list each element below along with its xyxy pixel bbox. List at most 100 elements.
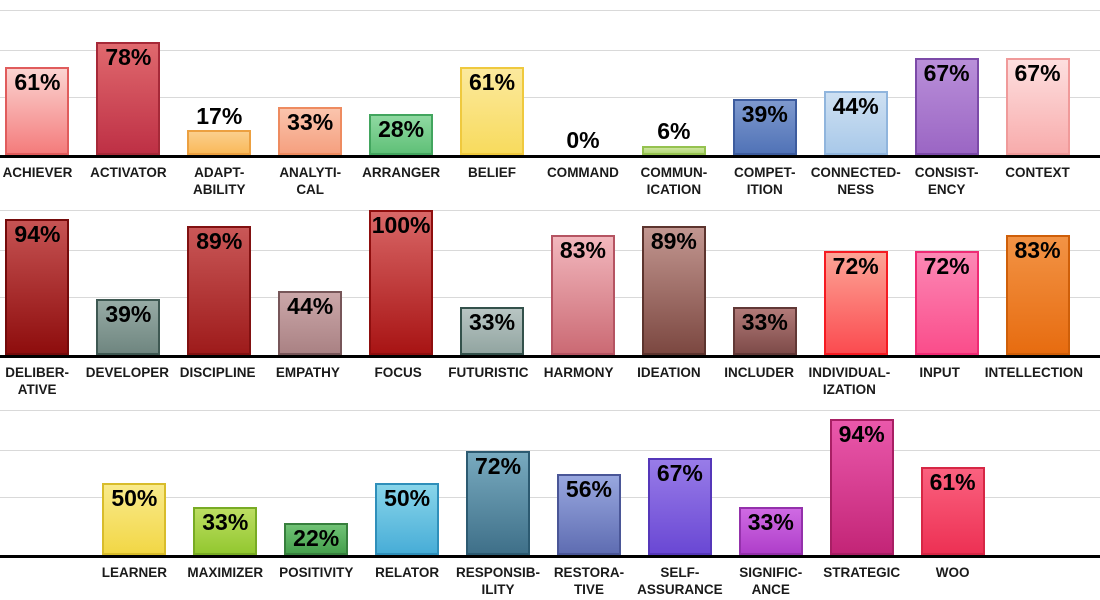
category-labels-3: LEARNER MAXIMIZER POSITIVITY RELATOR RESPONS… bbox=[0, 558, 1089, 599]
bar-slot: 33% bbox=[265, 10, 356, 155]
category-label-activator: ACTIVATOR bbox=[83, 165, 174, 199]
bar-individualization: 72% bbox=[823, 250, 888, 355]
bar-value-label: 50% bbox=[384, 484, 431, 511]
bar-slot: 44% bbox=[810, 10, 901, 155]
category-label-context: CONTEXT bbox=[992, 165, 1083, 199]
category-label-woo: WOO bbox=[907, 565, 998, 599]
bar-slot: 89% bbox=[174, 210, 265, 355]
category-label-maximizer: MAXIMIZER bbox=[180, 565, 271, 599]
bar-slot: 100% bbox=[356, 210, 447, 355]
chart-row-3: 50% 33% 22% 50% 72% 56% 67% 33% 94% 61% LEARNER MA… bbox=[0, 410, 1100, 599]
bar-value-label: 17% bbox=[196, 102, 243, 129]
gridline bbox=[0, 297, 1100, 298]
bar-competition: 39% bbox=[732, 98, 797, 155]
bar-discipline: 89% bbox=[187, 226, 252, 355]
bar-value-label: 33% bbox=[202, 509, 249, 536]
chart-row-2: 94% 39% 89% 44% 100% 33% 83% 89% 33% 72% 72% 83% DE… bbox=[0, 210, 1100, 399]
category-label-line: HARMONY bbox=[543, 365, 614, 380]
category-label-line: ANALYTI- bbox=[279, 165, 342, 180]
bar-slot: 39% bbox=[719, 10, 810, 155]
bar-value-label: 33% bbox=[469, 309, 516, 336]
bar-futuristic: 33% bbox=[460, 307, 525, 355]
bar-analytical: 33% bbox=[278, 107, 343, 155]
bar-deliberative: 94% bbox=[5, 218, 70, 355]
category-label-line: IDEATION bbox=[637, 365, 701, 380]
bar-slot: 94% bbox=[0, 210, 83, 355]
category-label-adaptability: ADAPT- ABILITY bbox=[174, 165, 265, 199]
category-labels-1: ACHIEVER ACTIVATOR ADAPT- ABILITY ANALYTI- CA… bbox=[0, 158, 1083, 199]
bar-value-label: 72% bbox=[923, 252, 970, 279]
bar-slot: 50% bbox=[362, 410, 453, 555]
category-label-line: FUTURISTIC bbox=[448, 365, 529, 380]
bar-slot: 28% bbox=[356, 10, 447, 155]
bar-value-label: 89% bbox=[196, 228, 243, 254]
bar-belief: 61% bbox=[460, 66, 525, 155]
category-label-line: INDIVIDUAL- bbox=[808, 365, 891, 380]
category-label-self-assurance: SELF- ASSURANCE bbox=[634, 565, 725, 599]
bar-slot: 83% bbox=[992, 210, 1083, 355]
bar-slot: 22% bbox=[271, 410, 362, 555]
bar-value-label: 44% bbox=[287, 293, 334, 320]
bar-slot: 67% bbox=[992, 10, 1083, 155]
category-label-achiever: ACHIEVER bbox=[0, 165, 83, 199]
bar-slot: 89% bbox=[628, 210, 719, 355]
category-label-consistency: CONSIST- ENCY bbox=[901, 165, 992, 199]
bar-communication bbox=[641, 146, 706, 155]
bar-significance: 33% bbox=[738, 507, 803, 555]
category-label-line: STRATEGIC bbox=[823, 565, 901, 580]
bar-slot: 44% bbox=[265, 210, 356, 355]
category-label-line: ACHIEVER bbox=[2, 165, 73, 180]
bar-empathy: 44% bbox=[278, 291, 343, 355]
bar-value-label: 94% bbox=[14, 220, 61, 247]
bar-value-label: 89% bbox=[650, 228, 697, 254]
gridline bbox=[0, 410, 1100, 411]
bar-slot: 56% bbox=[543, 410, 634, 555]
category-label-harmony: HARMONY bbox=[534, 365, 624, 399]
gridline bbox=[0, 97, 1100, 98]
bar-value-label: 56% bbox=[565, 475, 612, 502]
gridline bbox=[0, 450, 1100, 451]
category-label-developer: DEVELOPER bbox=[82, 365, 172, 399]
category-label-ideation: IDEATION bbox=[624, 365, 714, 399]
bar-slot: 67% bbox=[901, 10, 992, 155]
category-label bbox=[0, 565, 89, 599]
bar-slot: 50% bbox=[89, 410, 180, 555]
category-label-restorative: RESTORA- TIVE bbox=[543, 565, 634, 599]
bar-slot: 72% bbox=[453, 410, 544, 555]
bar-activator: 78% bbox=[96, 41, 161, 155]
bar-value-label: 44% bbox=[832, 93, 879, 120]
category-label-line: ADAPT- bbox=[194, 165, 245, 180]
category-label-line: SIGNIFIC- bbox=[739, 565, 803, 580]
bar-focus: 100% bbox=[369, 210, 434, 355]
bar-achiever: 61% bbox=[5, 66, 70, 155]
category-label-analytical: ANALYTI- CAL bbox=[265, 165, 356, 199]
category-label-line: CONTEXT bbox=[1005, 165, 1070, 180]
bar-cells-1: 61% 78% 17% 33% 28% 61% 0% 6% 39% 44% 67% 67% bbox=[0, 10, 1083, 155]
bar-value-label: 33% bbox=[287, 109, 334, 136]
bar-value-label: 61% bbox=[469, 68, 516, 95]
category-labels-2: DELIBER- ATIVE DEVELOPER DISCIPLINE EMPATHY F… bbox=[0, 358, 1083, 399]
category-label-line: NESS bbox=[837, 181, 875, 197]
category-label-line: COMMUN- bbox=[640, 165, 708, 180]
bar-slot bbox=[998, 410, 1089, 555]
category-label-positivity: POSITIVITY bbox=[271, 565, 362, 599]
category-label-line: RELATOR bbox=[375, 565, 440, 580]
category-label-line: SELF- bbox=[660, 565, 700, 580]
bar-positivity: 22% bbox=[284, 523, 349, 555]
category-label bbox=[998, 565, 1089, 599]
category-label-responsibility: RESPONSIB- ILITY bbox=[453, 565, 544, 599]
bar-value-label: 83% bbox=[559, 236, 606, 263]
category-label-discipline: DISCIPLINE bbox=[173, 365, 263, 399]
category-label-communication: COMMUN- ICATION bbox=[628, 165, 719, 199]
bar-value-label: 67% bbox=[923, 59, 970, 86]
bar-developer: 39% bbox=[96, 298, 161, 355]
category-label-strategic: STRATEGIC bbox=[816, 565, 907, 599]
category-label-line: WOO bbox=[935, 565, 970, 580]
bar-woo: 61% bbox=[920, 466, 985, 555]
bar-slot: 67% bbox=[634, 410, 725, 555]
category-label-line: MAXIMIZER bbox=[187, 565, 264, 580]
bar-slot: 61% bbox=[907, 410, 998, 555]
bar-value-label: 33% bbox=[741, 309, 788, 336]
bar-value-label: 22% bbox=[293, 525, 340, 552]
bar-value-label: 6% bbox=[657, 118, 691, 145]
